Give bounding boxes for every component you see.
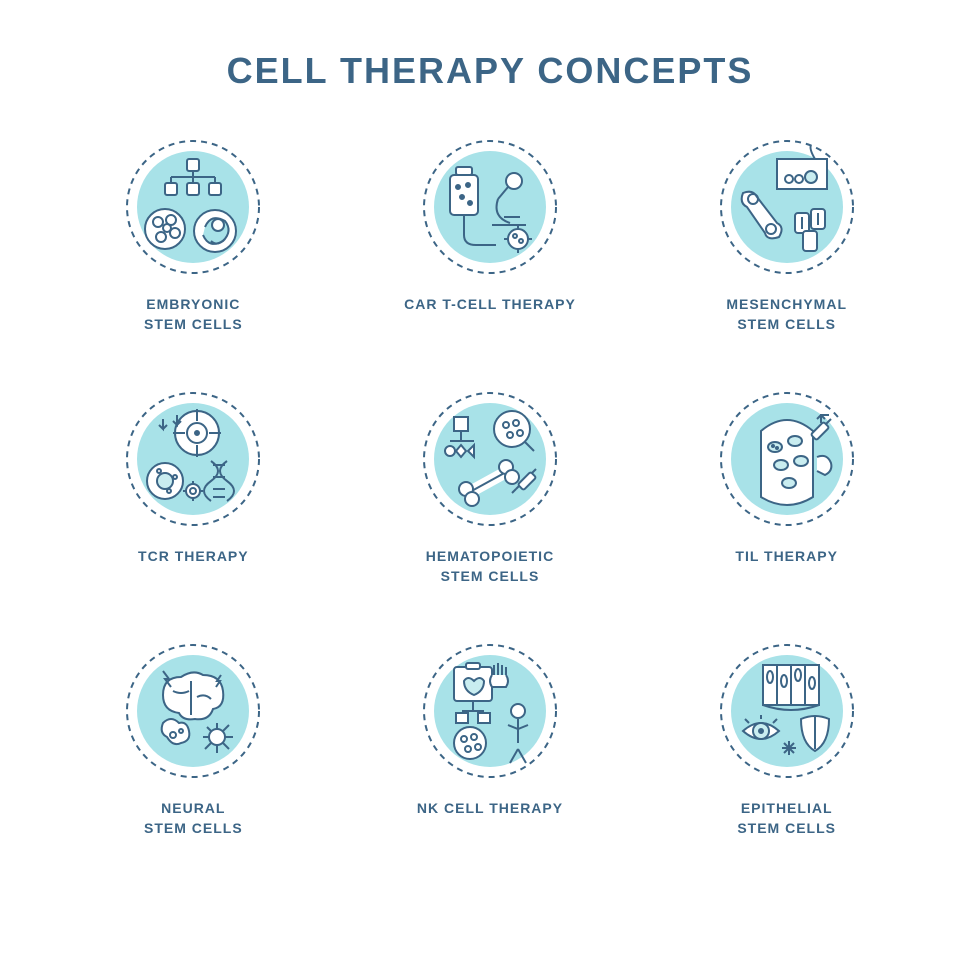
item-label: NK CELL THERAPY	[417, 799, 563, 819]
item-embryonic-stem-cells: EMBRYONIC STEM CELLS	[80, 137, 307, 334]
item-tcr-therapy: TCR THERAPY	[80, 389, 307, 586]
item-nk-cell-therapy: NK CELL THERAPY	[377, 641, 604, 838]
item-label: EPITHELIAL STEM CELLS	[737, 799, 836, 838]
item-epithelial-stem-cells: EPITHELIAL STEM CELLS	[673, 641, 900, 838]
item-label: NEURAL STEM CELLS	[144, 799, 243, 838]
icon-grid: EMBRYONIC STEM CELLS	[80, 137, 900, 839]
item-label: HEMATOPOIETIC STEM CELLS	[426, 547, 554, 586]
til-therapy-icon	[717, 389, 857, 529]
item-label: TIL THERAPY	[735, 547, 838, 567]
item-label: MESENCHYMAL STEM CELLS	[726, 295, 847, 334]
hematopoietic-stem-cells-icon	[420, 389, 560, 529]
embryonic-stem-cells-icon	[123, 137, 263, 277]
item-label: EMBRYONIC STEM CELLS	[144, 295, 243, 334]
item-hematopoietic-stem-cells: HEMATOPOIETIC STEM CELLS	[377, 389, 604, 586]
item-car-t-cell-therapy: CAR T-CELL THERAPY	[377, 137, 604, 334]
neural-stem-cells-icon	[123, 641, 263, 781]
mesenchymal-stem-cells-icon	[717, 137, 857, 277]
item-label: CAR T-CELL THERAPY	[404, 295, 576, 315]
epithelial-stem-cells-icon	[717, 641, 857, 781]
car-t-cell-therapy-icon	[420, 137, 560, 277]
item-mesenchymal-stem-cells: MESENCHYMAL STEM CELLS	[673, 137, 900, 334]
nk-cell-therapy-icon	[420, 641, 560, 781]
page-title: CELL THERAPY CONCEPTS	[227, 50, 754, 92]
item-neural-stem-cells: NEURAL STEM CELLS	[80, 641, 307, 838]
tcr-therapy-icon	[123, 389, 263, 529]
item-label: TCR THERAPY	[138, 547, 249, 567]
item-til-therapy: TIL THERAPY	[673, 389, 900, 586]
